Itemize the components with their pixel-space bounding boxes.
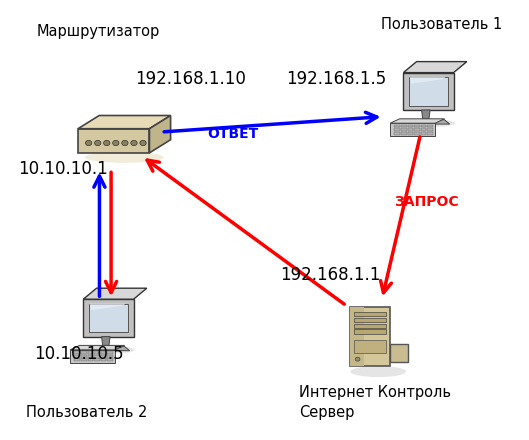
Polygon shape <box>70 345 125 350</box>
Bar <box>88 359 93 361</box>
Polygon shape <box>89 304 129 332</box>
Text: 192.168.1.1: 192.168.1.1 <box>280 266 381 284</box>
Bar <box>395 125 400 127</box>
Bar <box>427 132 433 135</box>
Polygon shape <box>70 350 115 363</box>
Polygon shape <box>149 115 170 153</box>
Bar <box>395 128 400 131</box>
Bar <box>401 132 407 135</box>
Polygon shape <box>409 77 449 106</box>
Text: Маршрутизатор: Маршрутизатор <box>37 24 160 39</box>
Polygon shape <box>90 304 126 310</box>
Circle shape <box>104 140 110 146</box>
Bar <box>81 359 87 361</box>
Bar <box>74 359 80 361</box>
Circle shape <box>113 140 119 146</box>
Bar <box>354 312 386 316</box>
Bar <box>88 351 93 354</box>
Bar <box>101 355 106 358</box>
Bar <box>427 128 433 131</box>
Text: 10.10.10.5: 10.10.10.5 <box>34 345 124 363</box>
Circle shape <box>86 140 92 146</box>
Bar <box>395 132 400 135</box>
Bar <box>354 340 386 353</box>
Circle shape <box>131 140 137 146</box>
Ellipse shape <box>402 119 455 127</box>
Polygon shape <box>390 119 444 123</box>
Text: 10.10.10.1: 10.10.10.1 <box>19 160 108 178</box>
Bar <box>414 132 420 135</box>
Ellipse shape <box>85 152 163 163</box>
Bar <box>107 351 113 354</box>
Bar <box>354 318 386 322</box>
Bar <box>390 344 408 362</box>
Polygon shape <box>404 62 467 73</box>
Circle shape <box>140 140 146 146</box>
Bar <box>421 128 426 131</box>
Polygon shape <box>402 120 450 124</box>
Circle shape <box>355 357 360 361</box>
Bar <box>414 125 420 127</box>
Bar <box>350 307 390 366</box>
Circle shape <box>122 140 128 146</box>
Bar <box>421 125 426 127</box>
Polygon shape <box>410 77 445 84</box>
Polygon shape <box>82 346 130 351</box>
Bar <box>401 125 407 127</box>
Bar <box>427 125 433 127</box>
Bar <box>350 307 364 366</box>
Polygon shape <box>84 299 134 337</box>
Bar <box>74 355 80 358</box>
Bar <box>94 351 100 354</box>
Text: ОТВЕТ: ОТВЕТ <box>207 127 258 141</box>
Polygon shape <box>78 115 170 128</box>
Polygon shape <box>78 128 149 153</box>
Bar <box>408 128 413 131</box>
Polygon shape <box>422 110 430 119</box>
Text: 192.168.1.10: 192.168.1.10 <box>135 70 246 88</box>
Bar <box>107 359 113 361</box>
Text: Интернет Контроль
Сервер: Интернет Контроль Сервер <box>299 385 451 420</box>
Text: ЗАПРОС: ЗАПРОС <box>394 195 459 209</box>
Bar <box>421 132 426 135</box>
Bar <box>101 359 106 361</box>
Bar <box>94 359 100 361</box>
Bar <box>74 351 80 354</box>
Bar <box>81 351 87 354</box>
Ellipse shape <box>82 346 135 354</box>
Text: Пользователь 1: Пользователь 1 <box>381 17 502 32</box>
Polygon shape <box>404 73 454 110</box>
Bar <box>408 125 413 127</box>
Circle shape <box>95 140 101 146</box>
Text: Пользователь 2: Пользователь 2 <box>26 405 148 420</box>
Ellipse shape <box>350 366 406 377</box>
Bar <box>414 128 420 131</box>
Bar <box>354 330 386 334</box>
Polygon shape <box>102 337 110 345</box>
Bar <box>81 355 87 358</box>
Polygon shape <box>390 123 435 136</box>
Polygon shape <box>84 288 147 299</box>
Bar <box>408 132 413 135</box>
Bar <box>94 355 100 358</box>
Bar <box>101 351 106 354</box>
Bar <box>88 355 93 358</box>
Bar <box>354 323 386 328</box>
Text: 192.168.1.5: 192.168.1.5 <box>286 70 386 88</box>
Bar <box>401 128 407 131</box>
Bar <box>107 355 113 358</box>
